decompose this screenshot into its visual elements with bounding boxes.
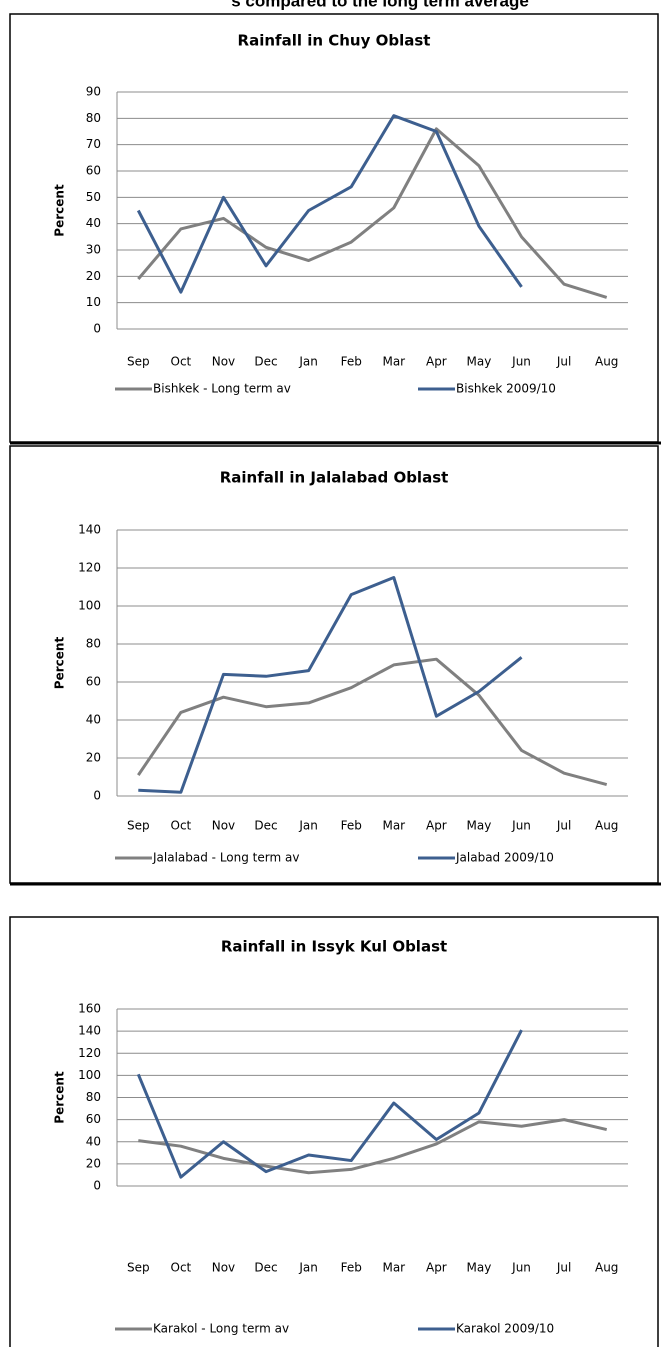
y-tick-label: 20	[86, 269, 101, 283]
x-tick-label: Mar	[382, 355, 405, 369]
x-tick-label: Aug	[595, 819, 618, 833]
x-tick-label: Mar	[382, 819, 405, 833]
x-tick-label: Aug	[595, 355, 618, 369]
x-tick-label: Sep	[127, 819, 150, 833]
y-tick-label: 160	[78, 1002, 101, 1016]
y-tick-label: 10	[86, 295, 101, 309]
x-tick-label: Mar	[382, 1261, 405, 1275]
y-tick-label: 80	[86, 111, 101, 125]
y-tick-label: 140	[78, 1024, 101, 1038]
y-tick-label: 120	[78, 1046, 101, 1060]
y-tick-label: 90	[86, 85, 101, 99]
x-tick-label: Nov	[212, 819, 235, 833]
x-tick-label: Jan	[298, 819, 318, 833]
x-tick-label: Jul	[556, 355, 571, 369]
x-tick-label: Sep	[127, 355, 150, 369]
y-axis-label: Percent	[53, 1071, 67, 1124]
y-tick-label: 40	[86, 713, 101, 727]
x-tick-label: Feb	[341, 1261, 362, 1275]
y-tick-label: 40	[86, 1134, 101, 1148]
x-tick-label: Feb	[341, 819, 362, 833]
y-tick-label: 60	[86, 1112, 101, 1126]
x-tick-label: Dec	[254, 1261, 277, 1275]
y-tick-label: 0	[93, 789, 101, 803]
x-tick-label: Jun	[511, 355, 531, 369]
x-tick-label: Oct	[171, 1261, 192, 1275]
legend-label: Karakol 2009/10	[456, 1322, 554, 1336]
y-tick-label: 80	[86, 1090, 101, 1104]
x-tick-label: Jun	[511, 819, 531, 833]
x-tick-label: Apr	[426, 819, 447, 833]
legend-label: Karakol - Long term av	[153, 1322, 289, 1336]
data-line	[138, 576, 523, 794]
x-tick-label: Nov	[212, 1261, 235, 1275]
x-tick-label: Aug	[595, 1261, 618, 1275]
y-tick-label: 80	[86, 637, 101, 651]
x-tick-label: Jul	[556, 819, 571, 833]
y-tick-label: 60	[86, 675, 101, 689]
data-line	[136, 114, 523, 294]
data-line	[137, 127, 608, 299]
y-tick-label: 20	[86, 751, 101, 765]
legend-label: Bishkek - Long term av	[153, 382, 291, 396]
y-tick-label: 100	[78, 1068, 101, 1082]
x-tick-label: Dec	[254, 819, 277, 833]
x-tick-label: May	[467, 1261, 492, 1275]
legend-label: Jalabad 2009/10	[455, 851, 554, 865]
chart-title: Rainfall in Jalalabad Oblast	[220, 469, 449, 487]
x-tick-label: May	[467, 355, 492, 369]
y-tick-label: 30	[86, 243, 101, 257]
chart-frame	[9, 916, 659, 1351]
y-tick-label: 70	[86, 137, 101, 151]
data-line	[136, 1029, 523, 1179]
x-tick-label: Jan	[298, 355, 318, 369]
chart-title: Rainfall in Chuy Oblast	[238, 32, 431, 50]
x-tick-label: Feb	[341, 355, 362, 369]
x-tick-label: Apr	[426, 1261, 447, 1275]
chart-frame	[9, 445, 659, 884]
y-tick-label: 40	[86, 216, 101, 230]
x-tick-label: May	[467, 819, 492, 833]
x-tick-label: Oct	[171, 355, 192, 369]
data-line	[137, 657, 608, 787]
data-line	[138, 1118, 608, 1175]
x-tick-label: Jul	[556, 1261, 571, 1275]
legend-label: Jalalabad - Long term av	[152, 851, 299, 865]
x-tick-label: Dec	[254, 355, 277, 369]
y-tick-label: 0	[93, 322, 101, 336]
y-tick-label: 50	[86, 190, 101, 204]
page-heading: s compared to the long term average	[231, 0, 529, 10]
legend-label: Bishkek 2009/10	[456, 382, 556, 396]
y-tick-label: 0	[93, 1179, 101, 1193]
y-axis-label: Percent	[53, 637, 67, 690]
y-tick-label: 140	[78, 523, 101, 537]
x-tick-label: Sep	[127, 1261, 150, 1275]
y-tick-label: 60	[86, 164, 101, 178]
chart-title: Rainfall in Issyk Kul Oblast	[221, 938, 447, 956]
x-tick-label: Jan	[298, 1261, 318, 1275]
y-tick-label: 20	[86, 1156, 101, 1170]
chart-frame	[9, 13, 659, 443]
y-tick-label: 100	[78, 599, 101, 613]
y-tick-label: 120	[78, 561, 101, 575]
x-tick-label: Jun	[511, 1261, 531, 1275]
x-tick-label: Nov	[212, 355, 235, 369]
y-axis-label: Percent	[53, 184, 67, 237]
x-tick-label: Apr	[426, 355, 447, 369]
x-tick-label: Oct	[171, 819, 192, 833]
